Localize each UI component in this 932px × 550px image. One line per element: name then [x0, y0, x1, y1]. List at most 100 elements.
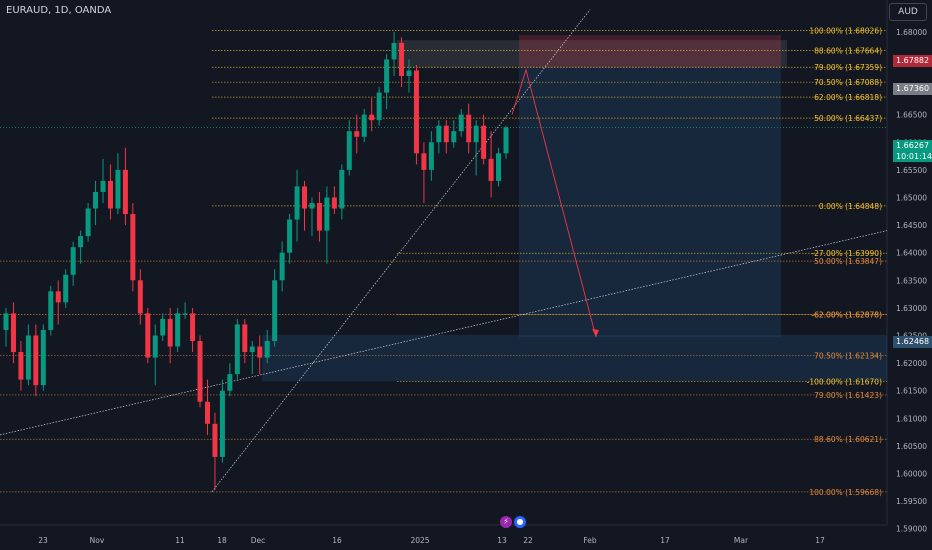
- trend-line-upper: [211, 9, 591, 492]
- candle-body: [331, 197, 337, 209]
- candle-body: [190, 313, 196, 342]
- candle-body: [197, 341, 203, 402]
- time-tick-label: 17: [660, 536, 670, 545]
- price-tag-entry: 1.67360: [893, 83, 932, 95]
- candle-body: [384, 59, 390, 93]
- candle-body: [85, 208, 91, 237]
- symbol-title: EURAUD, 1D, OANDA: [6, 5, 112, 16]
- time-tick-label: 18: [217, 536, 227, 545]
- supply-zone: [397, 40, 787, 68]
- price-tick-label: 1.66500: [896, 111, 927, 120]
- fib-level-label: 70.50% (1.67088): [814, 78, 882, 87]
- time-tick-label: Dec: [251, 536, 266, 545]
- fib-level-label: 79.00% (1.61423): [814, 391, 882, 400]
- candle-body: [302, 186, 308, 209]
- candle-body: [428, 142, 434, 170]
- candle-body: [234, 324, 240, 375]
- candle-body: [70, 247, 76, 275]
- time-tick-label: 22: [523, 536, 533, 545]
- time-tick-label: 13: [497, 536, 507, 545]
- time-tick-label: 11: [175, 536, 185, 545]
- candle-body: [204, 401, 210, 424]
- price-tick-label: 1.60500: [896, 442, 927, 451]
- candle-body: [78, 236, 84, 248]
- fib-level-label: 100.00% (1.59668): [809, 488, 882, 497]
- price-tick-label: 1.62500: [896, 331, 927, 340]
- fib-level-label: 70.50% (1.62134): [814, 352, 882, 361]
- candle-body: [413, 70, 419, 154]
- fib-level-label: 100.00% (1.68026): [809, 26, 882, 35]
- candle-body: [294, 186, 300, 220]
- candle-body: [466, 114, 472, 143]
- price-tag-target: 1.62468: [893, 336, 932, 348]
- lightning-icon[interactable]: ⚡: [500, 516, 512, 528]
- price-tick-label: 1.60000: [896, 470, 927, 479]
- price-tag-current: 1.66267 10:01:14: [893, 140, 932, 162]
- candle-body: [451, 131, 457, 143]
- fib-level-label: 50.00% (1.63847): [814, 257, 882, 266]
- candle-body: [115, 169, 121, 209]
- candle-body: [339, 169, 345, 209]
- candle-body: [309, 202, 315, 209]
- candle-body: [473, 125, 479, 143]
- candle-body: [10, 313, 16, 353]
- stop-loss-zone: [519, 35, 781, 68]
- candle-body: [3, 313, 9, 330]
- price-tick-label: 1.61500: [896, 387, 927, 396]
- time-tick-label: 17: [815, 536, 825, 545]
- candle-body: [182, 313, 188, 315]
- price-tick-label: 1.59500: [896, 497, 927, 506]
- candle-body: [122, 169, 128, 215]
- price-tick-label: 1.59000: [896, 525, 927, 534]
- price-tick-label: 1.65000: [896, 193, 927, 202]
- fib-level-label: 79.00% (1.67359): [814, 63, 882, 72]
- candle-body: [272, 280, 278, 342]
- time-tick-label: Mar: [734, 536, 749, 545]
- fib-level-label: 0.00% (1.64848): [819, 202, 882, 211]
- fib-level-label: -62.00% (1.62878): [811, 311, 882, 320]
- currency-button[interactable]: AUD: [889, 3, 927, 21]
- time-tick-label: 16: [332, 536, 342, 545]
- candle-body: [458, 114, 464, 132]
- candle-body: [152, 335, 158, 358]
- fib-level-label: 62.00% (1.62878): [814, 311, 882, 320]
- candle-body: [100, 180, 106, 192]
- candle-body: [279, 252, 285, 281]
- candle-body: [242, 324, 248, 353]
- candle-body: [369, 114, 375, 121]
- candle-body: [421, 153, 427, 170]
- candle-body: [107, 180, 113, 209]
- price-tick-label: 1.68000: [896, 28, 927, 37]
- price-tick-label: 1.64000: [896, 249, 927, 258]
- candle-body: [25, 335, 31, 380]
- candle-body: [40, 329, 46, 386]
- fib-level-label: 88.60% (1.67664): [814, 46, 882, 55]
- candle-body: [167, 318, 173, 347]
- fib-level-label: -100.00% (1.61670): [807, 377, 882, 386]
- candle-body: [93, 191, 99, 209]
- candle-body: [249, 346, 255, 353]
- price-tick-label: 1.63500: [896, 276, 927, 285]
- projection-arrow: [511, 68, 597, 338]
- dot-icon[interactable]: ●: [514, 516, 526, 528]
- candle-body: [130, 214, 136, 281]
- bottom-logos: ⚡ ●: [500, 516, 526, 528]
- candle-body: [227, 374, 233, 391]
- candle-body: [160, 318, 166, 336]
- candle-body: [324, 197, 330, 231]
- candle-body: [212, 423, 218, 457]
- candle-body: [481, 125, 487, 159]
- price-tick-label: 1.65500: [896, 166, 927, 175]
- price-tick-label: 1.62000: [896, 359, 927, 368]
- price-tick-label: 1.64500: [896, 221, 927, 230]
- candle-body: [175, 313, 181, 347]
- fib-level-label: 62.00% (1.66818): [814, 93, 882, 102]
- time-tick-label: 2025: [410, 536, 429, 545]
- price-tag-stop: 1.67882: [893, 55, 932, 67]
- candle-body: [33, 335, 39, 386]
- candle-body: [264, 341, 270, 358]
- candle-body: [406, 70, 412, 77]
- price-tick-label: 1.61000: [896, 414, 927, 423]
- target-zone: [519, 67, 781, 338]
